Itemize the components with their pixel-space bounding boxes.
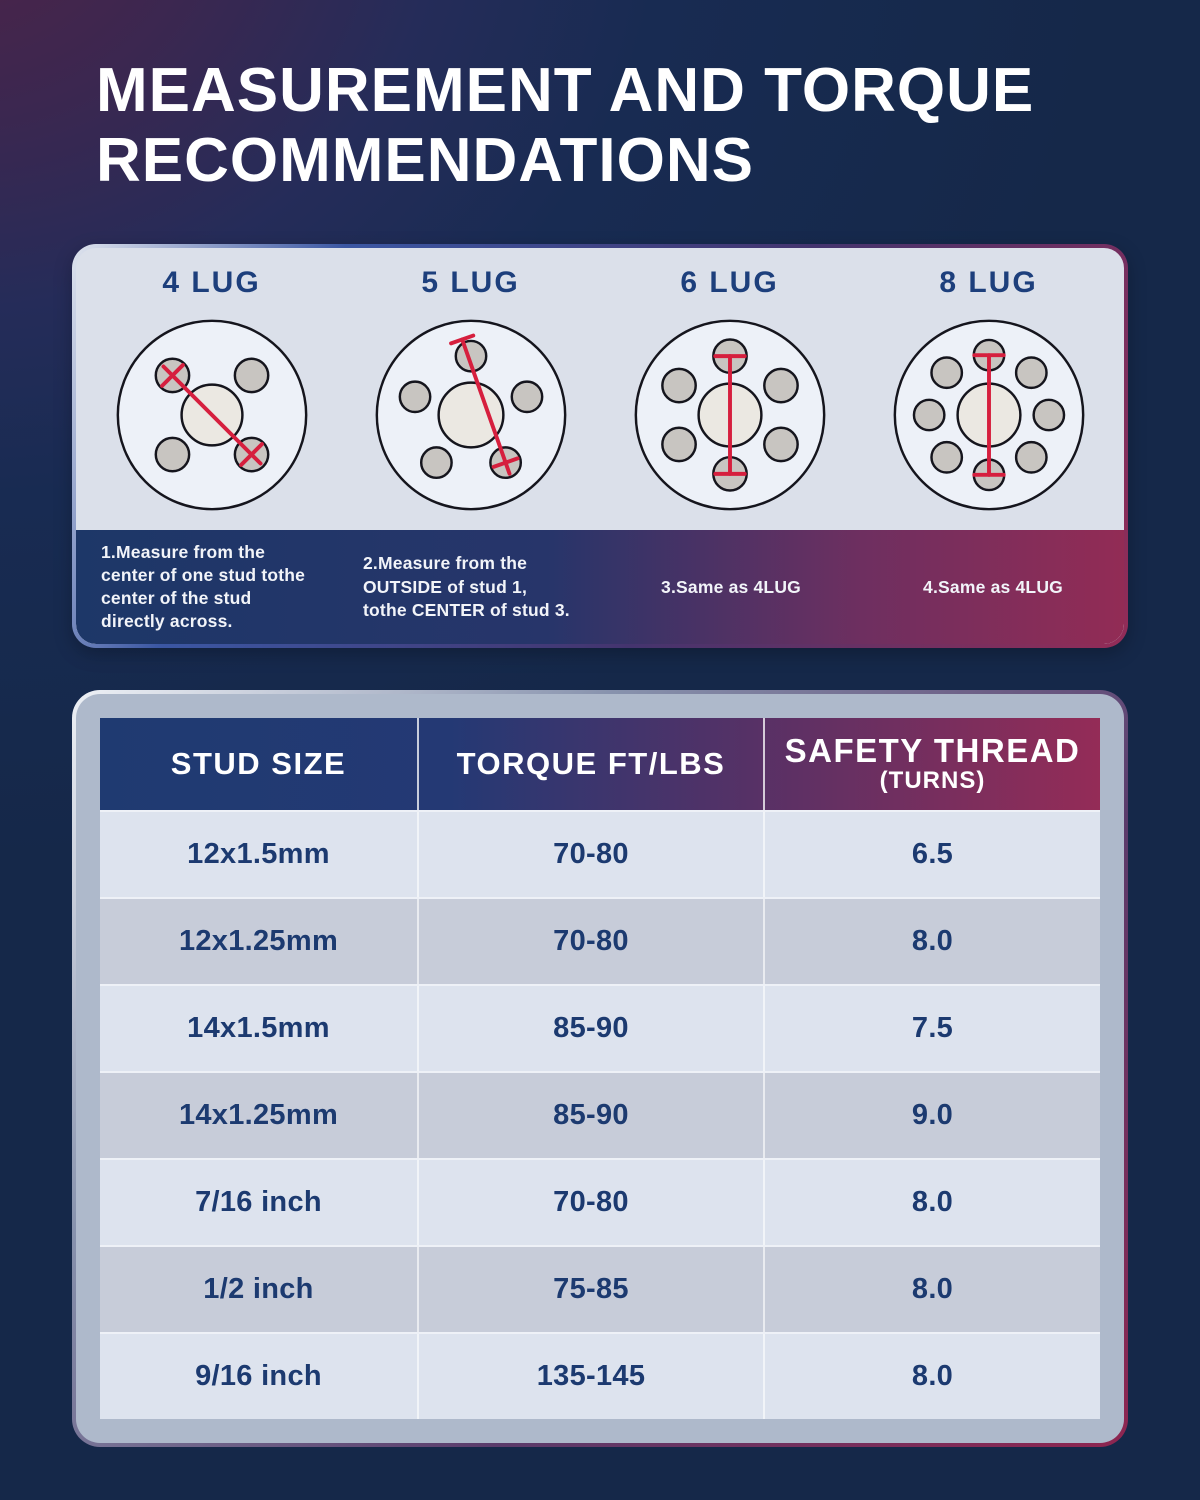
lug-label: 8 LUG [939, 266, 1038, 300]
table-header-stud-size: STUD SIZE [170, 745, 347, 781]
cell-torque: 70-80 [417, 812, 763, 898]
cell-safety-thread: 8.0 [763, 899, 1100, 985]
lug-column-6: 6 LUG [600, 264, 859, 518]
cell-safety-thread: 8.0 [763, 1160, 1100, 1246]
cell-safety-thread: 9.0 [763, 1073, 1100, 1159]
table-header-safety-thread: SAFETY THREAD (TURNS) [763, 718, 1100, 811]
lug-measurement-panel-inner: 4 LUG 5 LUG 6 LUG 8 LUG 1.Measure from t… [76, 248, 1124, 645]
lug-wheel-svg [634, 319, 825, 511]
cell-torque: 70-80 [417, 899, 763, 985]
cell-stud-size: 14x1.5mm [187, 1012, 330, 1045]
lug-wheel-svg [893, 319, 1084, 511]
cell-stud-size: 12x1.25mm [178, 925, 339, 958]
torque-table-panel: STUD SIZE TORQUE FT/LBS SAFETY THREAD (T… [72, 690, 1128, 1448]
table-row: 12x1.5mm 70-80 6.5 [100, 810, 1100, 898]
lug-wheel-svg [375, 319, 566, 511]
table-row: 12x1.25mm 70-80 8.0 [100, 897, 1100, 985]
cell-stud-size: 7/16 inch [195, 1186, 322, 1219]
torque-table-card: STUD SIZE TORQUE FT/LBS SAFETY THREAD (T… [76, 694, 1124, 1444]
lug-column-8: 8 LUG [859, 264, 1118, 518]
measurement-note-2: 2.Measure from the OUTSIDE of stud 1, to… [363, 553, 570, 620]
table-header-torque: TORQUE FT/LBS [417, 718, 763, 811]
lug-diagram-grid: 4 LUG 5 LUG 6 LUG 8 LUG [76, 248, 1124, 530]
cell-stud-size: 14x1.25mm [178, 1099, 339, 1132]
cell-torque: 85-90 [417, 1073, 763, 1159]
cell-safety-thread: 6.5 [763, 812, 1100, 898]
table-row: 1/2 inch 75-85 8.0 [100, 1245, 1100, 1333]
cell-safety-thread: 8.0 [763, 1247, 1100, 1333]
torque-table: STUD SIZE TORQUE FT/LBS SAFETY THREAD (T… [100, 718, 1100, 1420]
table-row: 7/16 inch 70-80 8.0 [100, 1158, 1100, 1246]
lug-wheel-diagram [859, 312, 1118, 518]
lug-wheel-svg [116, 319, 307, 511]
lug-label: 5 LUG [421, 266, 520, 300]
lug-wheel-diagram [82, 312, 341, 518]
cell-safety-thread: 8.0 [763, 1334, 1100, 1420]
cell-torque: 70-80 [417, 1160, 763, 1246]
lug-wheel-diagram [600, 312, 859, 518]
lug-wheel-diagram [341, 312, 600, 518]
lug-label: 6 LUG [680, 266, 779, 300]
table-row: 14x1.5mm 85-90 7.5 [100, 984, 1100, 1072]
cell-torque: 85-90 [417, 986, 763, 1072]
table-row: 14x1.25mm 85-90 9.0 [100, 1071, 1100, 1159]
page-title: MEASUREMENT AND TORQUE RECOMMENDATIONS [96, 56, 1035, 196]
measurement-note-1: 1.Measure from the center of one stud to… [101, 541, 306, 632]
table-header-row: STUD SIZE TORQUE FT/LBS SAFETY THREAD (T… [100, 718, 1100, 811]
lug-column-4: 4 LUG [82, 264, 341, 518]
cell-stud-size: 12x1.5mm [187, 838, 330, 871]
cell-stud-size: 9/16 inch [195, 1360, 322, 1393]
measurement-note-4: 4.Same as 4LUG [923, 576, 1063, 597]
lug-column-5: 5 LUG [341, 264, 600, 518]
measurement-note-3: 3.Same as 4LUG [661, 576, 801, 597]
cell-torque: 75-85 [417, 1247, 763, 1333]
cell-stud-size: 1/2 inch [203, 1273, 314, 1306]
table-row: 9/16 inch 135-145 8.0 [100, 1332, 1100, 1420]
table-body: 12x1.5mm 70-80 6.5 12x1.25mm 70-80 8.0 1… [100, 810, 1100, 1420]
lug-label: 4 LUG [162, 266, 261, 300]
lug-measurement-panel: 4 LUG 5 LUG 6 LUG 8 LUG 1.Measure from t… [72, 244, 1128, 649]
cell-safety-thread: 7.5 [763, 986, 1100, 1072]
measurement-notes-strip: 1.Measure from the center of one stud to… [76, 530, 1124, 645]
cell-torque: 135-145 [417, 1334, 763, 1420]
